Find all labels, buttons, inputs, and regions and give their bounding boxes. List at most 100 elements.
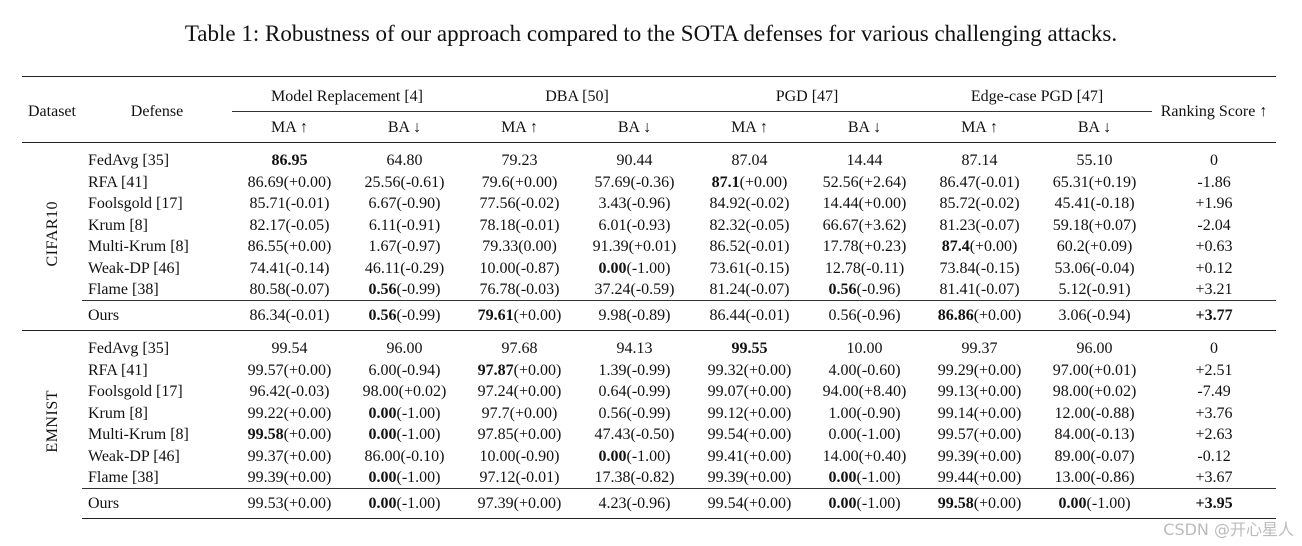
metric-delta: (-0.18): [1090, 195, 1135, 213]
metric-value: 87.14: [961, 152, 998, 170]
ranking-value: -1.86: [1197, 173, 1231, 191]
metric-cell: 6.67(-0.90): [347, 193, 462, 215]
metric-delta: (-0.88): [1090, 404, 1135, 422]
metric-value: 85.72: [939, 195, 976, 213]
metric-cell: 96.42(-0.03): [232, 381, 347, 403]
metric-value: 99.32: [707, 361, 744, 379]
metric-delta: (-0.05): [285, 216, 330, 234]
metric-delta: (-0.96): [856, 281, 901, 298]
metric-delta: (-1.00): [396, 495, 441, 512]
metric-value: 0.00: [368, 404, 397, 422]
metric-cell: 74.41(-0.14): [232, 258, 347, 280]
metric-delta: (+0.00): [743, 495, 792, 512]
ranking-score: -2.04: [1152, 215, 1276, 237]
header-group-dba: DBA [50]: [462, 76, 693, 112]
metric-cell: 1.00(-0.90): [807, 403, 922, 425]
metric-cell: 89.00(-0.07): [1037, 446, 1152, 468]
metric-value: 46.11: [364, 259, 401, 277]
metric-cell: 79.61(+0.00): [462, 300, 578, 331]
metric-cell: 99.07(+0.00): [692, 381, 807, 403]
metric-cell: 0.56(-0.96): [807, 300, 923, 331]
metric-value: 80.58: [249, 281, 286, 298]
metric-delta: (+0.23): [858, 238, 907, 256]
metric-delta: (-0.01): [745, 307, 790, 324]
metric-value: 99.53: [247, 495, 284, 512]
metric-value: 77.56: [479, 195, 516, 213]
metric-delta: (+0.00): [973, 447, 1022, 465]
metric-cell: 99.41(+0.00): [692, 446, 807, 468]
metric-cell: 87.4(+0.00): [922, 236, 1037, 258]
metric-value: 94.13: [616, 340, 653, 358]
metric-value: 86.55: [247, 238, 284, 256]
metric-delta: (+0.00): [513, 361, 562, 379]
metric-delta: (-0.94): [1086, 307, 1131, 324]
table-row-ours: Ours 99.53(+0.00) 0.00(-1.00) 97.39(+0.00) 4…: [22, 488, 1277, 519]
metric-delta: (-1.00): [856, 495, 901, 512]
defense-name: Foolsgold [17]: [88, 195, 183, 213]
metric-value: 91.39: [592, 238, 629, 256]
ranking-score: +2.63: [1152, 424, 1276, 446]
header-defense: Defense: [130, 103, 184, 120]
watermark: CSDN @开心星人: [1163, 520, 1294, 539]
metric-cell: 79.23: [462, 142, 578, 172]
metric-delta: (-0.01): [745, 238, 790, 256]
metric-delta: (+0.00): [743, 404, 792, 422]
metric-value: 97.85: [477, 426, 514, 444]
metric-delta: (-0.07): [975, 216, 1020, 234]
metric-value: 0.56: [368, 307, 397, 324]
metric-cell: 12.78(-0.11): [807, 258, 922, 280]
metric-value: 99.07: [707, 383, 744, 401]
metric-value: 84.00: [1054, 426, 1091, 444]
metric-cell: 99.14(+0.00): [922, 403, 1037, 425]
metric-value: 3.43: [598, 195, 627, 213]
defense-name: Krum [8]: [88, 216, 148, 234]
metric-cell: 9.98(-0.89): [577, 300, 693, 331]
metric-delta: (-0.01): [515, 469, 560, 486]
table-row: Flame [38] 99.39(+0.00) 0.00(-1.00) 97.12(-…: [22, 467, 1276, 489]
metric-cell: 60.2(+0.09): [1037, 236, 1152, 258]
metric-delta: (-0.99): [396, 281, 441, 298]
metric-value: 97.68: [501, 340, 538, 358]
header-group-pgd: PGD [47]: [692, 76, 923, 112]
metric-cell: 0.00(-1.00): [577, 446, 692, 468]
defense-name: FedAvg [35]: [82, 330, 232, 360]
ranking-value: +3.21: [1195, 281, 1233, 298]
metric-cell: 91.39(+0.01): [577, 236, 692, 258]
metric-cell: 99.12(+0.00): [692, 403, 807, 425]
metric-cell: 73.84(-0.15): [922, 258, 1037, 280]
metric-cell: 65.31(+0.19): [1037, 172, 1152, 194]
metric-delta: (+0.00): [283, 173, 332, 191]
metric-value: 0.00: [828, 426, 857, 444]
metric-cell: 86.95: [232, 142, 347, 172]
metric-value: 99.54: [271, 340, 308, 358]
table-row-ours: Ours 86.34(-0.01) 0.56(-0.99) 79.61(+0.00) 9…: [22, 300, 1277, 331]
metric-value: 0.00: [598, 447, 627, 465]
metric-delta: (+0.00): [509, 404, 558, 422]
metric-cell: 99.54(+0.00): [692, 424, 807, 446]
metric-value: 81.24: [709, 281, 746, 298]
metric-value: 86.69: [247, 173, 284, 191]
defense-name: Flame [38]: [88, 281, 159, 298]
ranking-score: +3.76: [1152, 403, 1276, 425]
metric-cell: 82.17(-0.05): [232, 215, 347, 237]
metric-value: 0.00: [1058, 495, 1087, 512]
metric-value: 81.23: [939, 216, 976, 234]
metric-cell: 86.86(+0.00): [922, 300, 1038, 331]
metric-delta: (-0.90): [856, 404, 901, 422]
ranking-score: +3.77: [1152, 300, 1277, 331]
defense-name: Ours: [82, 300, 232, 331]
metric-value: 97.87: [477, 361, 514, 379]
metric-delta: (+0.00): [743, 469, 792, 486]
header-sub: BA ↓: [1077, 118, 1112, 136]
metric-delta: (-0.99): [626, 404, 671, 422]
metric-delta: (+0.00): [513, 495, 562, 512]
ranking-score: 0: [1152, 330, 1277, 360]
metric-delta: (+0.40): [858, 447, 907, 465]
metric-delta: (-1.00): [396, 426, 441, 444]
metric-value: 0.56: [368, 281, 397, 298]
defense-name: Multi-Krum [8]: [88, 238, 189, 256]
metric-delta: (-0.60): [856, 361, 901, 379]
metric-value: 99.57: [937, 426, 974, 444]
results-table: Dataset Defense Model Replacement [4] DB…: [22, 76, 1277, 519]
metric-delta: (0.00): [518, 238, 557, 256]
